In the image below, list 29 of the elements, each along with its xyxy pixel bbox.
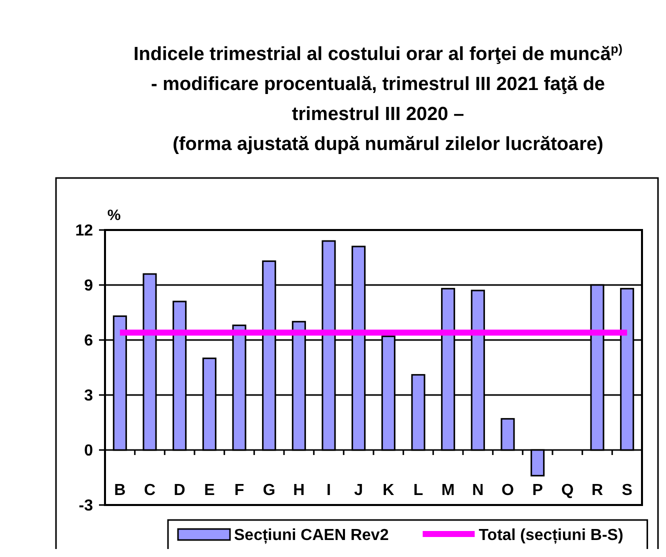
x-tick-label: B [114, 482, 126, 499]
x-tick-label: N [472, 482, 484, 499]
x-tick-label: D [174, 482, 186, 499]
legend-label: Total (secțiuni B-S) [478, 527, 624, 544]
y-axis-title: % [107, 207, 121, 224]
y-tick-label: 9 [84, 278, 94, 295]
x-tick-label: E [204, 482, 216, 499]
x-tick-label: C [144, 482, 156, 499]
x-tick-label: F [234, 482, 244, 499]
legend-label: Secțiuni CAEN Rev2 [234, 527, 389, 544]
x-tick-label: O [502, 482, 514, 499]
x-tick-label: G [262, 482, 276, 499]
x-tick-label: Q [561, 482, 574, 499]
x-tick-label: P [532, 482, 544, 499]
x-tick-label: H [293, 482, 305, 499]
x-tick-label: S [622, 482, 633, 499]
x-tick-label: L [413, 482, 424, 499]
y-tick-label: 3 [84, 388, 94, 405]
y-tick-label: 0 [84, 442, 94, 460]
x-tick-label: J [354, 482, 364, 499]
y-tick-label: 6 [84, 332, 94, 350]
y-tick-label: -3 [78, 498, 94, 515]
x-tick-label: R [591, 482, 604, 499]
chart-subtitle: (forma ajustată după numărul zilelor lucrătoare) [172, 134, 604, 155]
chart-title: Indicele trimestrial al costului orar al forţei de muncă$^{p)}$ - modificare procentuală, trimestrul III 2021 faţă de trimestrul III 2020 – [134, 42, 622, 125]
x-tick-label: I [326, 482, 331, 499]
y-tick-label: 12 [75, 222, 94, 240]
x-tick-label: M [441, 482, 455, 499]
x-tick-label: K [382, 482, 395, 499]
